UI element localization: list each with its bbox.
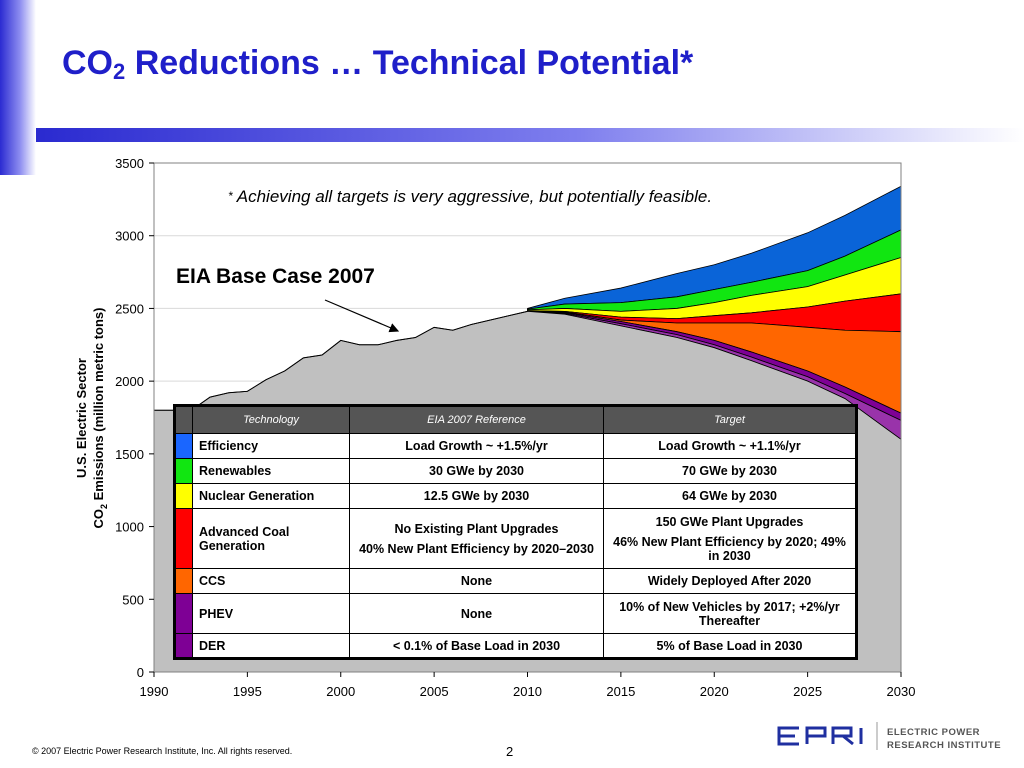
- row-eia-reference: None: [349, 593, 604, 634]
- x-tick-label: 1995: [233, 684, 262, 699]
- row-technology: Advanced Coal Generation: [192, 508, 350, 569]
- copyright: © 2007 Electric Power Research Institute…: [32, 746, 293, 756]
- ref-line: Load Growth ~ +1.5%/yr: [405, 439, 548, 453]
- table-row: Renewables 30 GWe by 2030 70 GWe by 2030: [174, 458, 857, 484]
- table-row: Efficiency Load Growth ~ +1.5%/yr Load Gro…: [174, 433, 857, 459]
- row-eia-reference: Load Growth ~ +1.5%/yr: [349, 433, 604, 459]
- row-technology: DER: [192, 633, 350, 659]
- ref-line: < 0.1% of Base Load in 2030: [392, 638, 561, 653]
- row-eia-reference: 30 GWe by 2030: [349, 458, 604, 484]
- y-tick-label: 3500: [115, 156, 144, 171]
- x-tick-label: 2010: [513, 684, 542, 699]
- target-line: 70 GWe by 2030: [682, 464, 777, 478]
- y-tick-label: 2500: [115, 301, 144, 316]
- y-tick-label: 1000: [115, 520, 144, 535]
- ref-line: 12.5 GWe by 2030: [423, 489, 530, 503]
- title-rule: [36, 128, 1024, 142]
- ref-line: 40% New Plant Efficiency by 2020–2030: [359, 541, 594, 556]
- historical-line: [154, 310, 528, 411]
- header-swatch: [174, 405, 193, 434]
- row-technology: Nuclear Generation: [192, 483, 350, 509]
- table-row: DER < 0.1% of Base Load in 2030 5% of Base…: [174, 633, 857, 659]
- note-star: *: [228, 189, 233, 203]
- target-line: 64 GWe by 2030: [682, 489, 777, 503]
- row-technology: Renewables: [192, 458, 350, 484]
- y-tick-label: 500: [122, 592, 144, 607]
- callout-arrow: [324, 299, 400, 333]
- target-line: 10% of New Vehicles by 2017; +2%/yr Ther…: [619, 599, 840, 628]
- row-technology: Efficiency: [192, 433, 350, 459]
- epri-logo-icon: [777, 722, 878, 750]
- row-color-swatch: [174, 593, 193, 634]
- row-color-swatch: [174, 633, 193, 659]
- header-target: Target: [603, 405, 857, 434]
- table-row: Advanced Coal Generation No Existing Plan…: [174, 508, 857, 569]
- header-technology: Technology: [192, 405, 350, 434]
- title-rest: Reductions … Technical Potential*: [125, 44, 694, 82]
- target-line: Widely Deployed After 2020: [647, 574, 812, 588]
- header-eia-reference: EIA 2007 Reference: [349, 405, 604, 434]
- target-line: 5% of Base Load in 2030: [656, 638, 803, 653]
- chart-note: * Achieving all targets is very aggressi…: [228, 187, 712, 207]
- x-tick-label: 2030: [887, 684, 916, 699]
- row-eia-reference: < 0.1% of Base Load in 2030: [349, 633, 604, 659]
- page-number: 2: [506, 744, 514, 759]
- ref-line: 30 GWe by 2030: [429, 464, 524, 478]
- row-target: 64 GWe by 2030: [603, 483, 857, 509]
- y-axis-label-line2: CO2 Emissions (million metric tons): [91, 308, 109, 529]
- row-target: 150 GWe Plant Upgrades 46% New Plant Effi…: [603, 508, 857, 569]
- note-text: Achieving all targets is very aggressive…: [232, 187, 713, 206]
- row-color-swatch: [174, 568, 193, 594]
- row-color-swatch: [174, 458, 193, 484]
- table-header-row: Technology EIA 2007 Reference Target: [174, 405, 857, 434]
- table-row: PHEV None 10% of New Vehicles by 2017; +2%…: [174, 593, 857, 634]
- row-target: Widely Deployed After 2020: [603, 568, 857, 594]
- x-tick-label: 2020: [700, 684, 729, 699]
- title-prefix: CO: [62, 44, 113, 82]
- row-target: 10% of New Vehicles by 2017; +2%/yr Ther…: [603, 593, 857, 634]
- x-tick-label: 1990: [140, 684, 169, 699]
- ref-line: No Existing Plant Upgrades: [394, 521, 559, 536]
- row-target: 70 GWe by 2030: [603, 458, 857, 484]
- row-target: 5% of Base Load in 2030: [603, 633, 857, 659]
- row-color-swatch: [174, 508, 193, 569]
- base-case-callout: EIA Base Case 2007: [176, 265, 375, 288]
- y-tick-label: 3000: [115, 229, 144, 244]
- logo-text: ELECTRIC POWER RESEARCH INSTITUTE: [887, 727, 1002, 751]
- row-eia-reference: 12.5 GWe by 2030: [349, 483, 604, 509]
- row-technology: PHEV: [192, 593, 350, 634]
- ref-line: None: [460, 574, 493, 588]
- table-row: CCS None Widely Deployed After 2020: [174, 568, 857, 594]
- title-subscript: 2: [113, 59, 126, 84]
- y-axis-label-line1: U.S. Electric Sector: [74, 358, 89, 478]
- y-tick-label: 1500: [115, 447, 144, 462]
- x-tick-label: 2005: [420, 684, 449, 699]
- target-line: 46% New Plant Efficiency by 2020; 49% in…: [613, 534, 846, 563]
- row-target: Load Growth ~ +1.1%/yr: [603, 433, 857, 459]
- target-line: Load Growth ~ +1.1%/yr: [658, 439, 801, 453]
- y-tick-label: 0: [137, 665, 144, 680]
- x-tick-label: 2025: [793, 684, 822, 699]
- row-color-swatch: [174, 433, 193, 459]
- row-technology: CCS: [192, 568, 350, 594]
- target-line: 150 GWe Plant Upgrades: [655, 514, 804, 529]
- x-tick-label: 2000: [326, 684, 355, 699]
- row-eia-reference: None: [349, 568, 604, 594]
- technology-table: Technology EIA 2007 Reference Target Eff…: [173, 404, 858, 660]
- y-tick-label: 2000: [115, 374, 144, 389]
- ref-line: None: [460, 606, 493, 621]
- x-tick-label: 2015: [606, 684, 635, 699]
- accent-bar: [0, 0, 36, 175]
- slide-title: CO2 Reductions … Technical Potential*: [62, 44, 693, 85]
- table-row: Nuclear Generation 12.5 GWe by 2030 64 GWe…: [174, 483, 857, 509]
- row-eia-reference: No Existing Plant Upgrades 40% New Plant …: [349, 508, 604, 569]
- row-color-swatch: [174, 483, 193, 509]
